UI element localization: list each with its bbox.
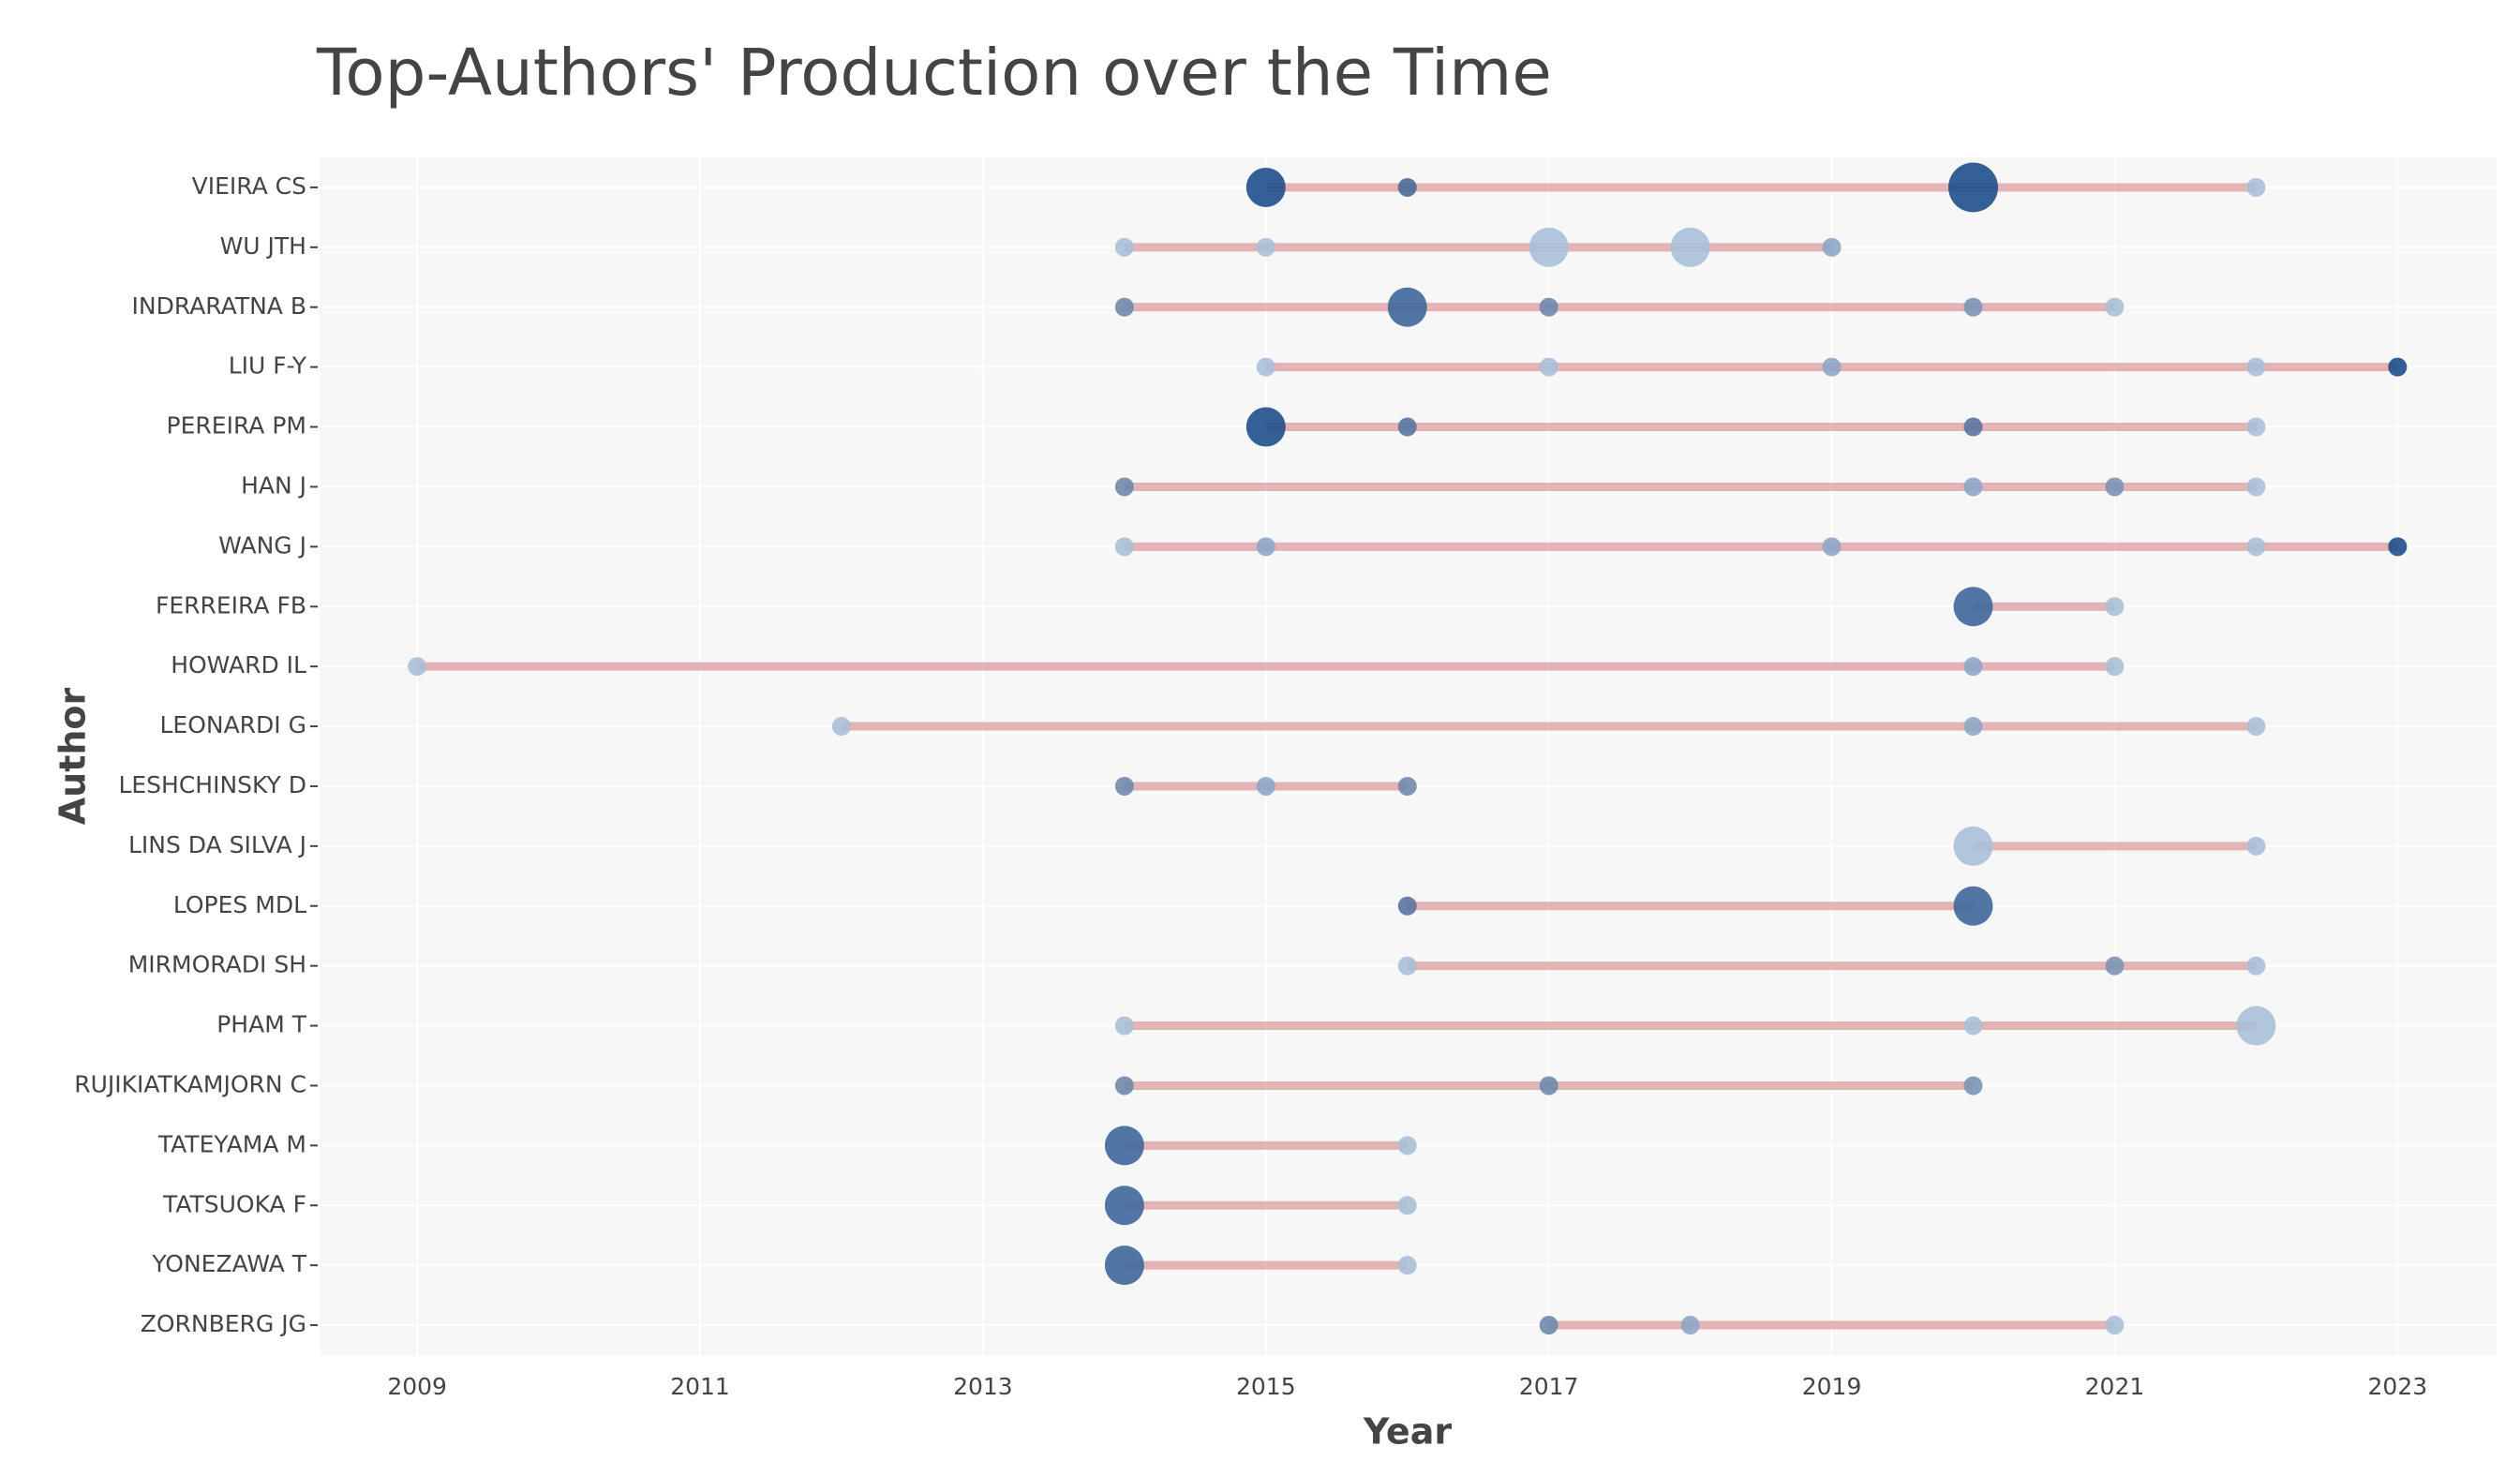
x-tick-label: 2009 bbox=[387, 1373, 447, 1400]
production-point bbox=[1670, 227, 1710, 267]
production-point bbox=[1963, 1016, 1983, 1036]
y-tick-label: YONEZAWA T bbox=[151, 1250, 306, 1277]
production-point bbox=[1822, 537, 1842, 557]
production-point bbox=[2236, 1006, 2276, 1046]
production-point bbox=[1397, 177, 1417, 197]
y-tick-label: PEREIRA PM bbox=[167, 412, 306, 440]
production-point bbox=[1539, 1076, 1558, 1096]
y-tick-label: LOPES MDL bbox=[173, 891, 306, 918]
production-point bbox=[2105, 477, 2125, 497]
production-point bbox=[2246, 836, 2266, 856]
y-tick-label: HOWARD IL bbox=[171, 651, 306, 678]
x-tick-label: 2023 bbox=[2368, 1373, 2428, 1400]
production-point bbox=[1104, 1185, 1144, 1226]
production-point bbox=[2246, 177, 2266, 197]
y-tick-label: VIEIRA CS bbox=[192, 172, 306, 200]
y-tick-label: FERREIRA FB bbox=[156, 591, 306, 619]
production-point bbox=[1539, 357, 1558, 377]
production-point bbox=[2246, 357, 2266, 377]
production-point bbox=[1114, 477, 1134, 497]
production-point bbox=[2105, 657, 2125, 677]
production-point bbox=[1256, 537, 1275, 557]
production-point bbox=[408, 657, 427, 677]
production-point bbox=[831, 717, 851, 737]
x-tick-label: 2011 bbox=[670, 1373, 730, 1400]
y-tick-label: TATEYAMA M bbox=[157, 1130, 306, 1157]
y-axis-title: Author bbox=[52, 687, 94, 825]
production-point bbox=[2246, 717, 2266, 737]
production-point bbox=[2105, 1316, 2125, 1335]
production-point bbox=[1822, 357, 1842, 377]
y-tick-label: HAN J bbox=[241, 471, 306, 499]
production-point bbox=[1256, 357, 1275, 377]
production-point bbox=[1114, 297, 1134, 317]
production-point bbox=[1245, 407, 1286, 447]
production-point bbox=[1539, 1316, 1558, 1335]
production-point bbox=[1953, 886, 1993, 926]
production-point bbox=[1114, 776, 1134, 796]
y-tick-label: WANG J bbox=[218, 531, 306, 559]
production-point bbox=[1397, 417, 1417, 437]
production-point bbox=[1114, 1016, 1134, 1036]
y-tick-label: LIU F-Y bbox=[229, 352, 307, 380]
y-tick-label: LESHCHINSKY D bbox=[118, 771, 306, 798]
production-point bbox=[2246, 417, 2266, 437]
production-point bbox=[1397, 1136, 1417, 1155]
y-tick-label: ZORNBERG JG bbox=[141, 1310, 306, 1337]
production-point bbox=[1539, 297, 1558, 317]
x-tick-label: 2013 bbox=[953, 1373, 1013, 1400]
production-point bbox=[1963, 477, 1983, 497]
production-point bbox=[1397, 1196, 1417, 1215]
plot-area bbox=[320, 157, 2497, 1355]
production-point bbox=[2105, 956, 2125, 976]
production-point bbox=[1528, 227, 1569, 267]
y-tick-label: LINS DA SILVA J bbox=[128, 831, 306, 858]
production-point bbox=[1397, 896, 1417, 916]
x-tick-label: 2015 bbox=[1236, 1373, 1296, 1400]
production-point bbox=[1256, 776, 1275, 796]
production-point bbox=[1963, 297, 1983, 317]
production-point bbox=[1114, 537, 1134, 557]
production-point bbox=[1963, 1076, 1983, 1096]
y-tick-label: PHAM T bbox=[216, 1011, 306, 1038]
production-point bbox=[2246, 956, 2266, 976]
y-tick-label: RUJIKIATKAMJORN C bbox=[74, 1070, 306, 1097]
production-point bbox=[2388, 357, 2408, 377]
production-point bbox=[1397, 1256, 1417, 1275]
production-point bbox=[2388, 537, 2408, 557]
production-point bbox=[1953, 587, 1993, 627]
production-point bbox=[2105, 297, 2125, 317]
production-point bbox=[1397, 776, 1417, 796]
x-tick-label: 2019 bbox=[1802, 1373, 1862, 1400]
production-point bbox=[1245, 167, 1286, 207]
x-tick-label: 2021 bbox=[2085, 1373, 2145, 1400]
production-point bbox=[1948, 162, 1999, 213]
production-point bbox=[1104, 1126, 1144, 1166]
y-tick-label: TATSUOKA F bbox=[162, 1190, 306, 1217]
y-tick-label: INDRARATNA B bbox=[132, 292, 306, 320]
production-point bbox=[1256, 237, 1275, 257]
production-point bbox=[2246, 477, 2266, 497]
production-point bbox=[1822, 237, 1842, 257]
y-tick-label: MIRMORADI SH bbox=[128, 951, 306, 978]
production-point bbox=[1953, 826, 1993, 866]
x-tick-label: 2017 bbox=[1519, 1373, 1579, 1400]
production-point bbox=[2246, 537, 2266, 557]
production-point bbox=[1397, 956, 1417, 976]
production-point bbox=[1963, 717, 1983, 737]
chart-title: Top-Authors' Production over the Time bbox=[316, 36, 1552, 111]
production-point bbox=[1114, 1076, 1134, 1096]
production-point bbox=[1680, 1316, 1700, 1335]
production-point bbox=[1963, 657, 1983, 677]
production-point bbox=[1104, 1245, 1144, 1286]
production-point bbox=[1963, 417, 1983, 437]
production-point bbox=[2105, 597, 2125, 617]
y-tick-label: LEONARDI G bbox=[159, 711, 306, 738]
production-point bbox=[1114, 237, 1134, 257]
y-tick-label: WU JTH bbox=[220, 232, 306, 260]
x-axis-title: Year bbox=[1363, 1411, 1452, 1453]
production-point bbox=[1387, 287, 1427, 327]
